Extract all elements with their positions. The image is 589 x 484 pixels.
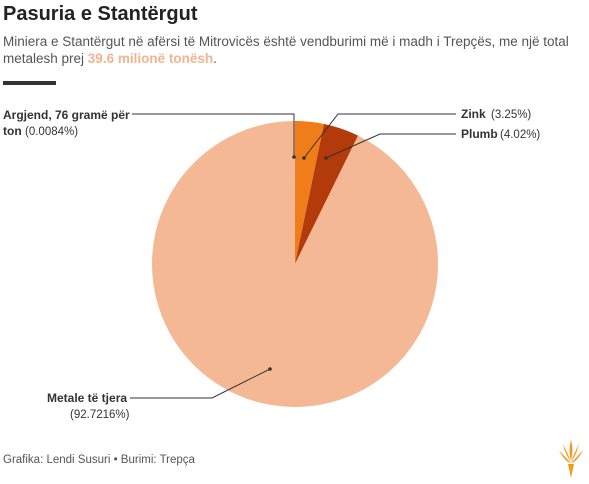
slice-label-plumb: Plumb xyxy=(461,127,498,141)
leader-lines xyxy=(130,113,456,399)
leader-argjend xyxy=(132,113,295,157)
slice-pct-zink: (3.25%) xyxy=(491,109,531,121)
leader-plumb xyxy=(325,133,456,159)
leader-zink-dot xyxy=(302,156,306,160)
leader-plumb-dot xyxy=(324,156,328,160)
credit-footer: Grafika: Lendi Susuri • Burimi: Trepça xyxy=(3,454,195,466)
pie-slices xyxy=(151,120,438,407)
torch-logo-icon xyxy=(559,440,583,478)
slice-label-metale: Metale të tjera xyxy=(47,391,127,405)
leader-argjend-dot xyxy=(292,155,296,159)
slice-pct-metale: (92.7216%) xyxy=(70,409,130,421)
leader-metale-dot xyxy=(268,367,272,371)
leader-metale xyxy=(130,368,271,399)
leader-zink xyxy=(303,113,456,159)
pie-slice-2 xyxy=(151,121,438,407)
argjend-label-line1: Argjend, 76 gramë për xyxy=(3,108,130,122)
slice-label-zink: Zink xyxy=(461,107,486,121)
pie-slice-0 xyxy=(295,121,324,264)
chart-title: Pasuria e Stantërgut xyxy=(3,3,198,25)
argjend-label-line2: ton xyxy=(3,124,22,138)
slice-pct-plumb: (4.02%) xyxy=(500,129,540,141)
slice-pct-argjend: (0.0084%) xyxy=(25,126,78,138)
chart-subtitle: Miniera e Stantërgut në afërsi të Mitrov… xyxy=(3,33,578,67)
title-divider xyxy=(3,81,56,85)
pie-slice-1 xyxy=(295,123,359,264)
subtitle-highlight: 39.6 milionë tonësh xyxy=(87,51,214,66)
subtitle-text: Miniera e Stantërgut në afërsi të Mitrov… xyxy=(3,34,569,66)
subtitle-end: . xyxy=(213,51,217,66)
slice-label-argjend: Argjend, 76 gramë për ton xyxy=(3,108,133,138)
